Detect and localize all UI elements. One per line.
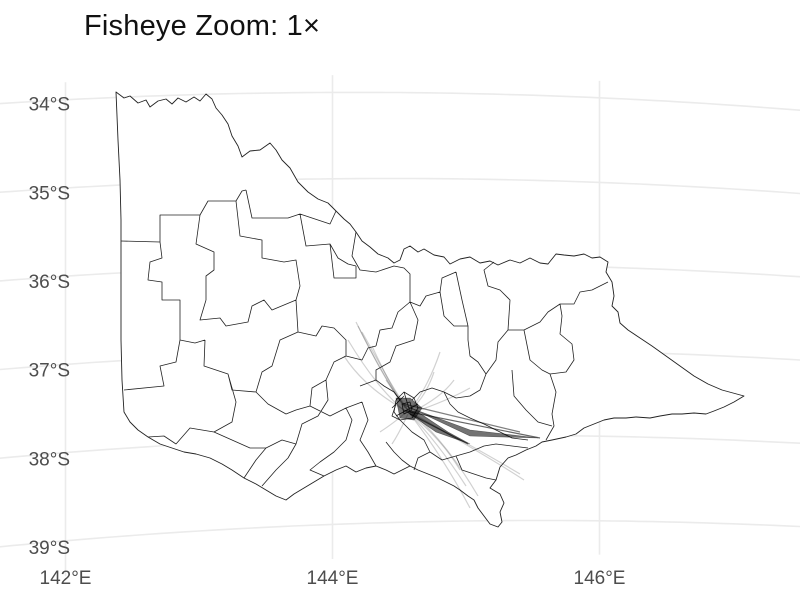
victoria-map (115, 91, 745, 528)
x-tick-label: 142°E (40, 568, 92, 589)
y-tick-label: 37°S (29, 361, 70, 382)
parallel-line (0, 519, 800, 548)
y-tick-label: 39°S (29, 538, 70, 559)
map-title: Fisheye Zoom: 1× (84, 10, 321, 42)
commuter-flows (343, 321, 541, 509)
y-tick-label: 36°S (29, 272, 70, 293)
y-axis-ticks: 34°S 35°S 36°S 37°S 38°S 39°S (29, 95, 70, 559)
x-tick-label: 146°E (574, 568, 626, 589)
parallel-line (0, 91, 800, 112)
x-tick-label: 144°E (307, 568, 359, 589)
y-tick-label: 35°S (29, 183, 70, 204)
y-tick-label: 34°S (29, 95, 70, 116)
lga-boundaries (120, 189, 609, 487)
y-tick-label: 38°S (29, 449, 70, 470)
victoria-state-outline (115, 91, 745, 528)
parallel-line (0, 177, 800, 195)
